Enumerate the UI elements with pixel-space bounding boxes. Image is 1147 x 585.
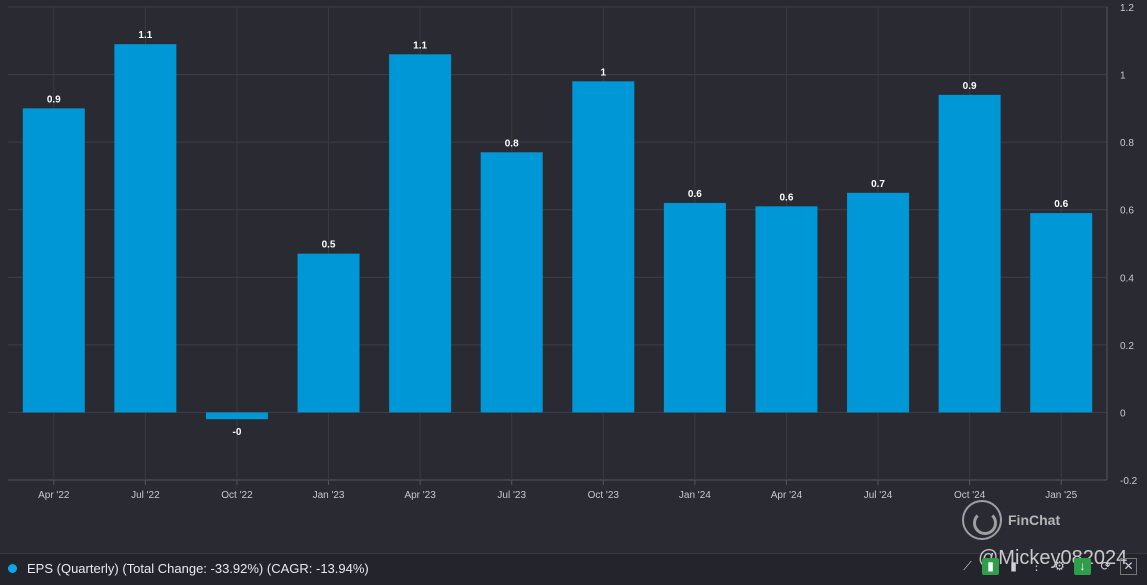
share-icon[interactable]: ⟳ [1100,559,1111,573]
x-tick-label: Apr '23 [404,490,436,501]
legend-dot-icon[interactable] [8,564,17,573]
bar [22,108,85,413]
data-label: 1.1 [138,30,152,41]
data-label: 0.5 [322,240,336,251]
bar [755,206,818,413]
bar [297,253,360,413]
y-tick-label: 1.2 [1120,3,1134,14]
data-label: 0.6 [780,192,794,203]
bar [663,202,726,413]
bar [205,412,268,420]
y-tick-label: -0.2 [1120,476,1138,487]
y-tick-label: 0.2 [1120,341,1134,352]
x-tick-label: Apr '24 [771,490,803,501]
settings-icon[interactable]: ⚙ [1054,559,1065,573]
bar [1030,213,1093,413]
chart-toolbar: ⟋ ▮ ▮ ⋮ ⚙ ↓ ⟳ ✕ [959,558,1137,575]
legend-bar: EPS (Quarterly) (Total Change: -33.92%) … [0,553,1147,585]
bar [480,152,543,413]
y-tick-label: 1 [1120,71,1126,82]
download-icon[interactable]: ↓ [1074,558,1091,575]
data-label: 0.6 [1054,199,1068,210]
bar [114,44,177,413]
bar [389,54,452,413]
x-tick-label: Apr '22 [38,490,70,501]
data-label: 0.9 [963,81,977,92]
x-tick-label: Oct '22 [221,490,253,501]
bar [572,81,635,413]
y-tick-label: 0.4 [1120,273,1134,284]
data-label: 0.7 [871,179,885,190]
data-label: 1 [601,67,607,78]
data-label: 1.1 [413,40,427,51]
bar [847,192,910,413]
line-chart-icon[interactable]: ⟋ [963,559,972,573]
x-tick-label: Jan '24 [679,490,711,501]
y-tick-label: 0.8 [1120,138,1134,149]
bar [938,94,1001,413]
close-icon[interactable]: ✕ [1120,558,1137,575]
x-tick-label: Jul '23 [497,490,526,501]
data-label: 0.8 [505,138,519,149]
x-tick-label: Jul '22 [131,490,160,501]
watermark-brand: FinChat [1008,512,1060,528]
x-tick-label: Jan '25 [1045,490,1077,501]
bar-chart-icon[interactable]: ▮ [982,558,999,575]
y-tick-label: 0.6 [1120,206,1134,217]
bar-chart-icon[interactable]: ▮ [1010,559,1017,573]
data-label: -0 [233,427,242,438]
x-tick-label: Jan '23 [313,490,345,501]
x-tick-label: Jul '24 [864,490,893,501]
watermark-finchat: FinChat [1008,512,1061,528]
legend-series-label[interactable]: EPS (Quarterly) (Total Change: -33.92%) … [27,561,369,576]
x-tick-label: Oct '23 [588,490,620,501]
eps-bar-chart: 1.2 1 0.8 0.6 0.4 0.2 0 -0.2 0.9 Apr '22 1.1 Jul '2… [8,3,1138,501]
y-tick-label: 0 [1120,408,1126,419]
more-icon[interactable]: ⋮ [1030,559,1043,573]
data-label: 0.9 [47,94,61,105]
x-tick-label: Oct '24 [954,490,986,501]
tiger-logo-icon [962,500,1002,540]
data-label: 0.6 [688,189,702,200]
